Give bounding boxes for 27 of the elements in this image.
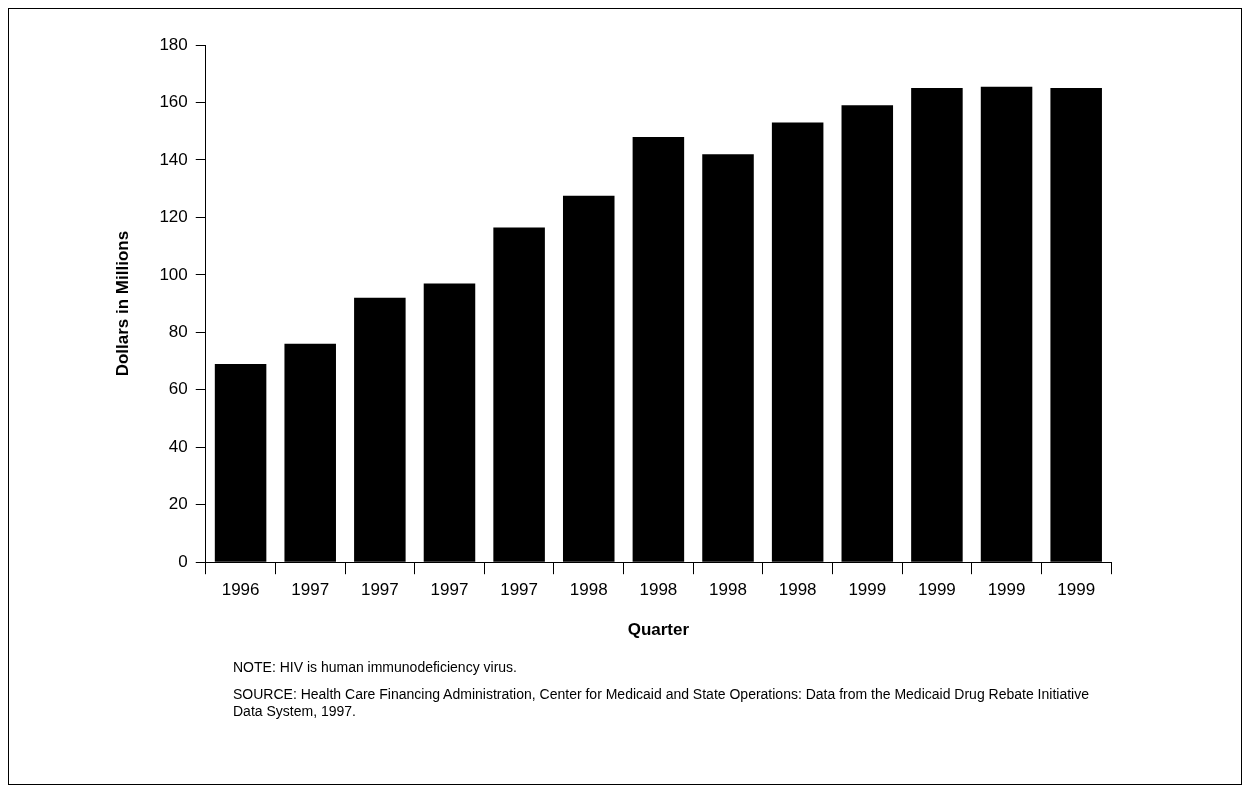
x-tick-label: 1997 <box>360 580 399 600</box>
x-tick-label: 1999 <box>918 580 956 600</box>
x-axis-title: Quarter <box>627 620 690 640</box>
x-tick-label: 1998 <box>709 580 747 600</box>
source-note: SOURCE: Health Care Financing Administration, Center for Medicaid and State Operations: Data from the Medicaid Drug Rebate Initiative Data System, 1997. <box>233 686 1090 720</box>
y-tick-label: 100 <box>159 264 188 284</box>
x-tick-label: 1997 <box>500 580 539 600</box>
y-tick-label: 180 <box>159 34 188 54</box>
x-tick-label: 1997 <box>291 580 330 600</box>
y-tick-label: 160 <box>159 92 188 112</box>
x-tick-label: 1997 <box>430 580 469 600</box>
y-tick-label: 120 <box>159 207 188 227</box>
y-tick-label: 40 <box>168 436 188 456</box>
y-tick-label: 80 <box>168 322 188 342</box>
x-tick-label: 1996 <box>221 580 260 600</box>
y-tick-label: 0 <box>178 551 188 571</box>
x-tick-label: 1999 <box>987 580 1026 600</box>
x-tick-label: 1999 <box>1057 580 1096 600</box>
y-tick-label: 140 <box>159 149 188 169</box>
x-tick-label: 1998 <box>778 580 817 600</box>
x-tick-label: 1998 <box>639 580 678 600</box>
y-tick-label: 60 <box>168 379 188 399</box>
text: NOTE: HIV is human immunodeficiency virus. <box>233 659 518 676</box>
y-axis-title: Dollars in Millions <box>112 230 132 377</box>
x-tick-label: 1998 <box>569 580 608 600</box>
y-tick-label: 20 <box>168 494 188 514</box>
x-tick-label: 1999 <box>848 580 887 600</box>
